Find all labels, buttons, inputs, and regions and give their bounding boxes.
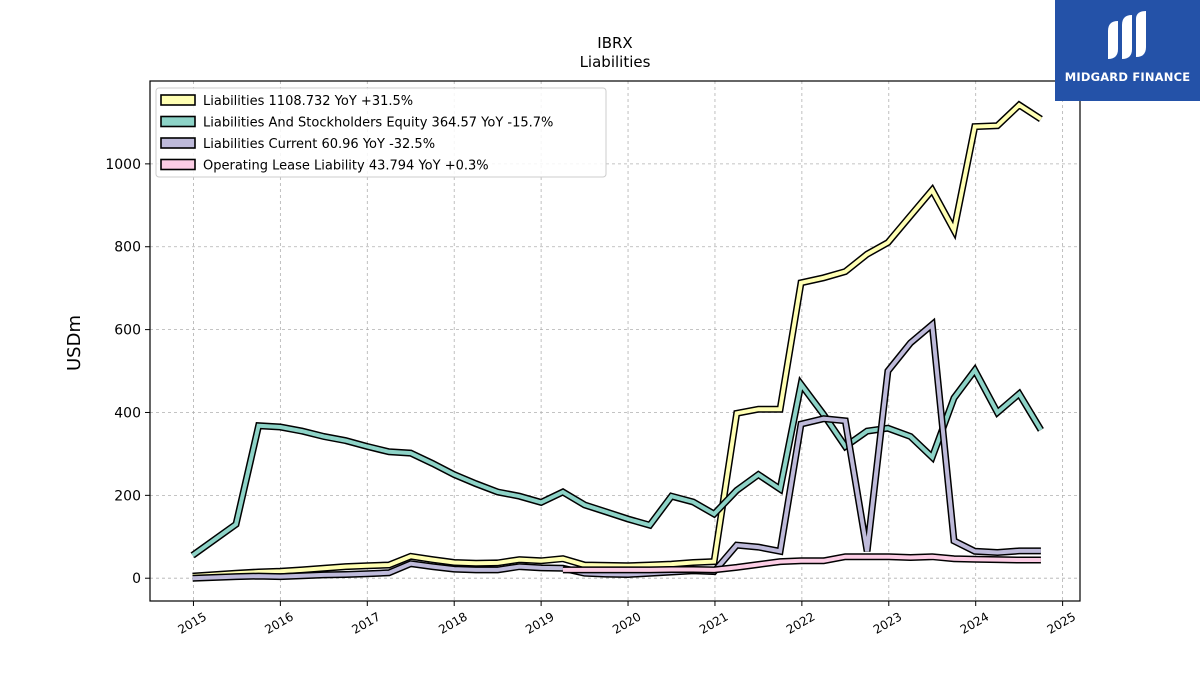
series-line-2 xyxy=(192,320,1041,581)
legend-swatch-2 xyxy=(160,137,196,149)
plot-frame xyxy=(149,80,1081,602)
chart-title: IBRX xyxy=(597,34,632,52)
chart-subtitle: Liabilities xyxy=(580,53,651,71)
y-axis-label: USDm xyxy=(64,315,85,371)
legend-label-1: Liabilities And Stockholders Equity 364.… xyxy=(203,116,553,131)
series-line-1 xyxy=(191,366,1043,558)
y-tick-label: 1000 xyxy=(105,157,141,173)
y-tick-label: 400 xyxy=(114,405,141,421)
legend-swatch-1 xyxy=(160,115,196,128)
y-tick-label: 0 xyxy=(132,571,141,587)
legend-label-2: Liabilities Current 60.96 YoY -32.5% xyxy=(203,137,435,152)
legend-swatch-0 xyxy=(160,94,196,106)
y-tick-label: 600 xyxy=(114,323,141,339)
series-line-3 xyxy=(562,554,1041,572)
legend-box xyxy=(155,87,607,178)
series-lines xyxy=(190,100,1044,582)
legend-swatch-3 xyxy=(160,158,196,171)
brand-logo-icon xyxy=(1108,11,1146,59)
legend-label-0: Liabilities 1108.732 YoY +31.5% xyxy=(203,94,413,109)
brand-logo-text: MIDGARD FINANCE xyxy=(1064,70,1191,84)
y-tick-label: 800 xyxy=(114,240,141,256)
brand-logo: MIDGARD FINANCE xyxy=(1055,0,1200,101)
series-line-0 xyxy=(192,102,1042,579)
legend: Liabilities 1108.732 YoY +31.5% Liabiliti… xyxy=(155,87,607,178)
legend-label-3: Operating Lease Liability 43.794 YoY +0.… xyxy=(203,159,489,174)
y-tick-label: 200 xyxy=(114,488,141,504)
